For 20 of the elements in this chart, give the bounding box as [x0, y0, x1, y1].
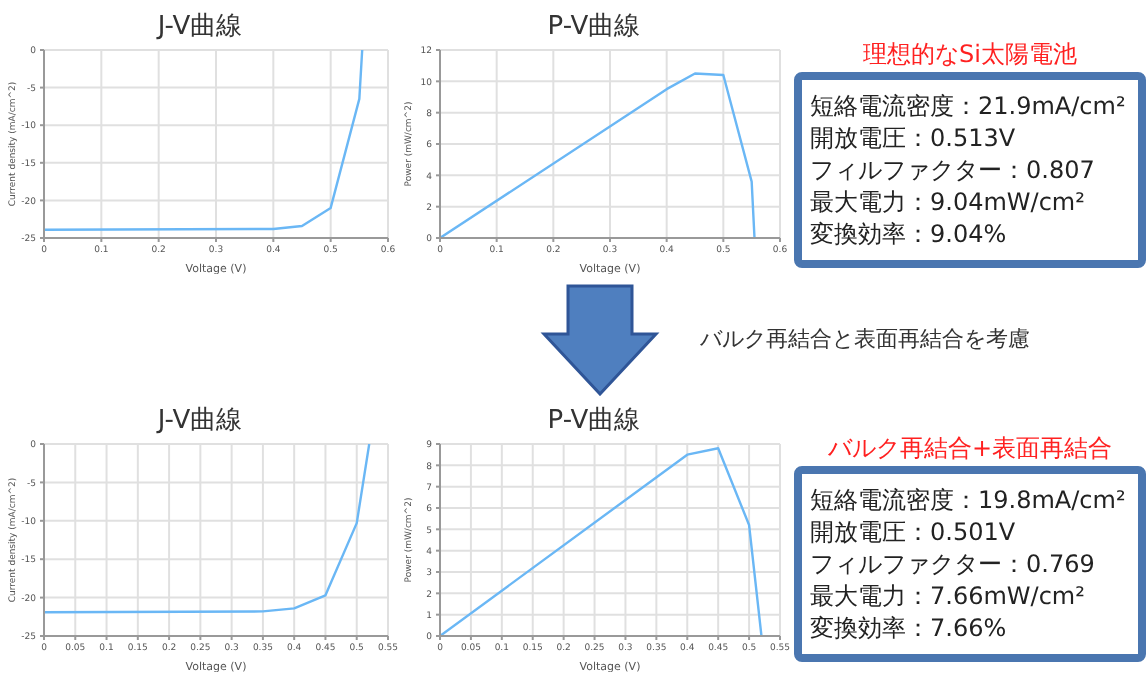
text: 開放電圧：0.501V — [810, 516, 1018, 548]
text: フィルファクター：0.769 — [810, 548, 1097, 580]
text: 開放電圧：0.513V — [810, 122, 1018, 154]
text: 理想的なSi太陽電池 — [861, 38, 1079, 72]
line-series — [440, 72, 756, 238]
text: 短絡電流密度：21.9mA/cm² — [810, 90, 1128, 122]
text: フィルファクター：0.807 — [810, 154, 1097, 186]
chart-title: P-V曲線 — [545, 10, 643, 44]
chart-title: J-V曲線 — [154, 404, 245, 438]
text: 最大電力：7.66mW/cm² — [810, 580, 1087, 612]
text: 短絡電流密度：19.8mA/cm² — [810, 484, 1128, 516]
line-series — [44, 50, 364, 231]
text: 変換効率：9.04% — [810, 218, 1009, 250]
text: バルク再結合+表面再結合 — [825, 432, 1115, 466]
chart-title: P-V曲線 — [545, 404, 643, 438]
text: 最大電力：9.04mW/cm² — [810, 186, 1087, 218]
chart-title: J-V曲線 — [154, 10, 245, 44]
line-series — [44, 444, 371, 614]
text: 変換効率：7.66% — [810, 612, 1009, 644]
text: バルク再結合と表面再結合を考慮 — [700, 324, 1030, 354]
